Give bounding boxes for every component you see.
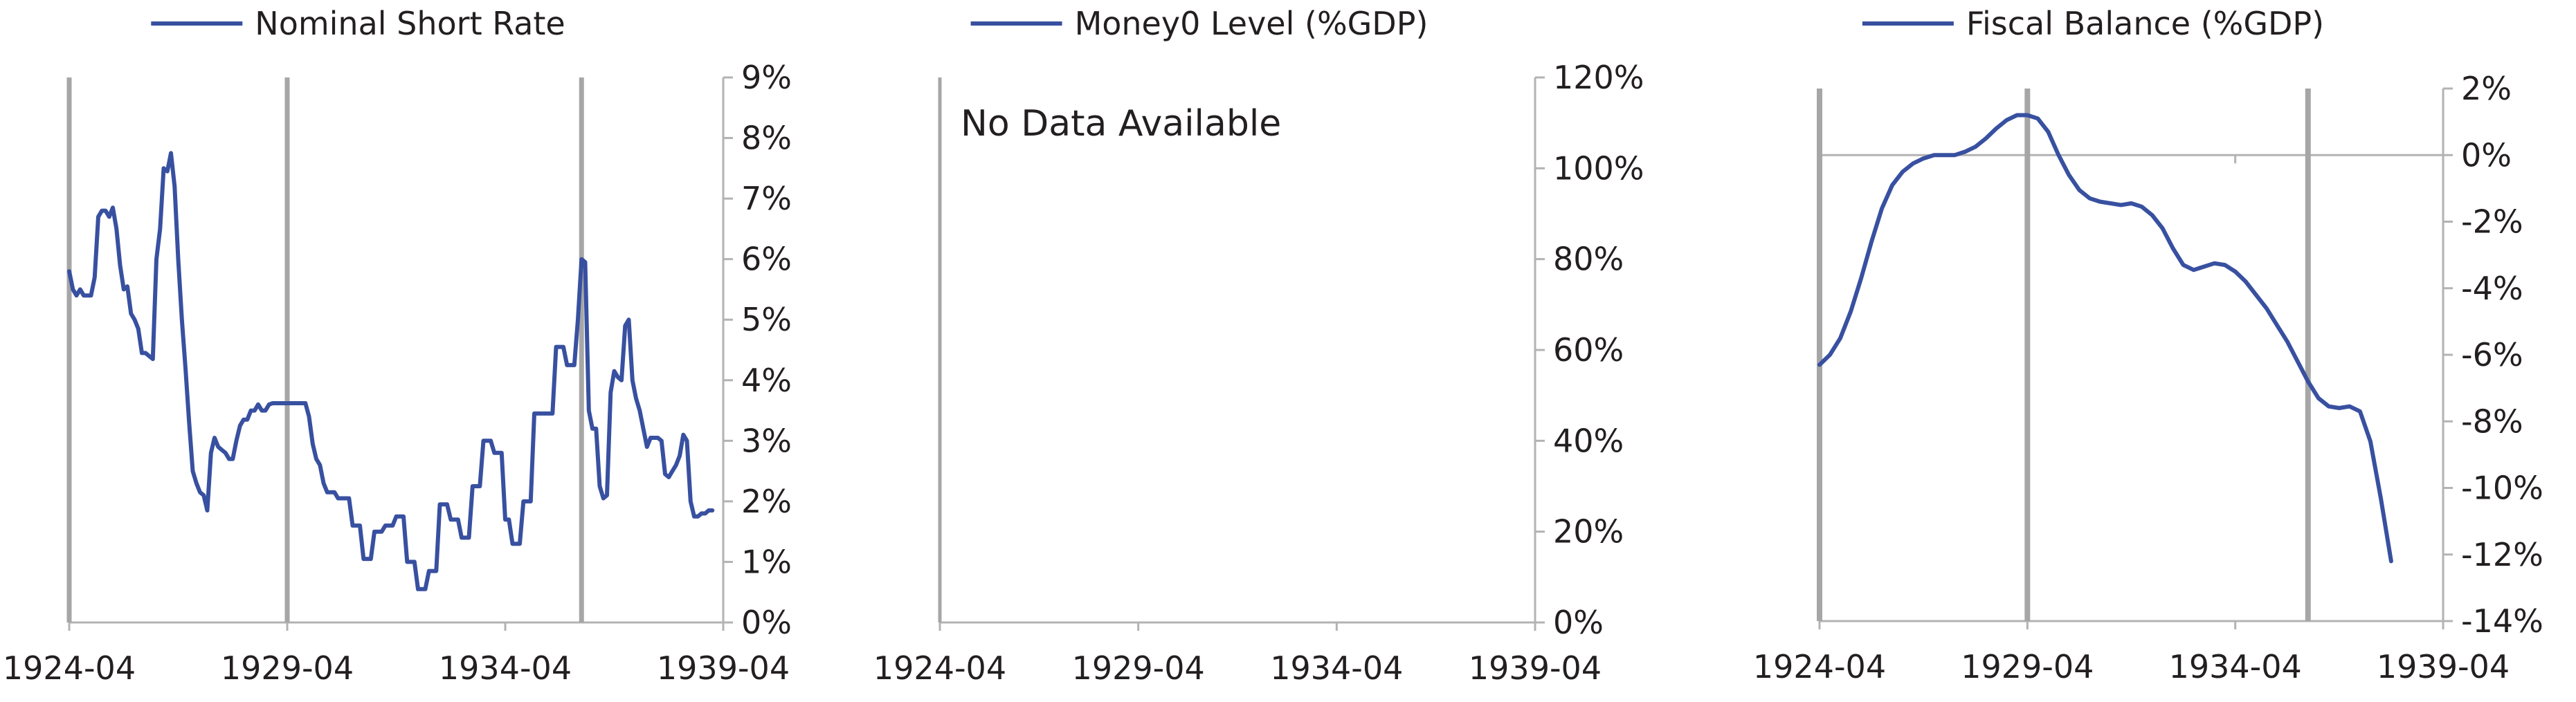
legend-label: Nominal Short Rate bbox=[255, 5, 565, 42]
series-line bbox=[67, 151, 715, 591]
y-tick-label: 8% bbox=[741, 120, 792, 157]
y-tick-label: -6% bbox=[2461, 336, 2523, 373]
y-tick-label: 2% bbox=[2461, 70, 2512, 107]
y-tick-label: -14% bbox=[2461, 602, 2543, 640]
series-line bbox=[1817, 113, 2393, 564]
x-tick-label: 1939-04 bbox=[657, 649, 790, 687]
x-tick-label: 1934-04 bbox=[1270, 649, 1403, 687]
y-tick-label: 5% bbox=[741, 301, 792, 338]
y-tick-label: -12% bbox=[2461, 536, 2543, 573]
y-tick-label: 120% bbox=[1553, 59, 1644, 96]
y-tick-label: 3% bbox=[741, 422, 792, 459]
x-tick-label: 1929-04 bbox=[1961, 648, 2094, 685]
y-tick-label: 2% bbox=[741, 483, 792, 520]
y-tick-label: 20% bbox=[1553, 513, 1624, 551]
x-tick-label: 1934-04 bbox=[439, 649, 572, 687]
y-tick-label: 0% bbox=[2461, 136, 2512, 174]
y-tick-label: 80% bbox=[1553, 241, 1624, 278]
y-tick-label: 6% bbox=[741, 241, 792, 278]
x-tick-label: 1934-04 bbox=[2169, 648, 2302, 685]
x-tick-label: 1929-04 bbox=[1072, 649, 1205, 687]
x-tick-label: 1939-04 bbox=[2377, 648, 2510, 685]
chart-3: -14% -12% -10% -8% -6% -4% -2% 0% 2% 1924-04 1929-… bbox=[1753, 5, 2543, 685]
x-tick-label: 1929-04 bbox=[221, 649, 354, 687]
x-tick-label: 1939-04 bbox=[1469, 649, 1602, 687]
x-tick-label: 1924-04 bbox=[873, 649, 1006, 687]
y-tick-label: -8% bbox=[2461, 403, 2523, 440]
chart-2: 0% 20% 40% 60% 80% 100% 120% 1924-04 1929-04 1934… bbox=[873, 5, 1644, 687]
y-tick-label: 100% bbox=[1553, 149, 1644, 187]
legend-label: Money0 Level (%GDP) bbox=[1075, 5, 1428, 42]
y-tick-label: 40% bbox=[1553, 422, 1624, 459]
y-tick-label: 1% bbox=[741, 543, 792, 580]
y-tick-label: -4% bbox=[2461, 270, 2523, 307]
x-tick-label: 1924-04 bbox=[3, 649, 136, 687]
y-tick-label: 7% bbox=[741, 180, 792, 217]
y-tick-label: 0% bbox=[741, 604, 792, 641]
legend-label: Fiscal Balance (%GDP) bbox=[1966, 5, 2324, 42]
y-tick-label: -10% bbox=[2461, 470, 2543, 507]
x-tick-label: 1924-04 bbox=[1753, 648, 1886, 685]
no-data-note: No Data Available bbox=[961, 103, 1281, 145]
y-tick-label: 60% bbox=[1553, 331, 1624, 369]
y-tick-label: 0% bbox=[1553, 604, 1604, 641]
chart-1: 0% 1% 2% 3% 4% 5% 6% 7% 8% 9% 1924-04 1929-04 1934-0… bbox=[3, 5, 792, 687]
y-tick-label: 4% bbox=[741, 362, 792, 399]
y-tick-label: -2% bbox=[2461, 203, 2523, 241]
y-tick-label: 9% bbox=[741, 59, 792, 96]
